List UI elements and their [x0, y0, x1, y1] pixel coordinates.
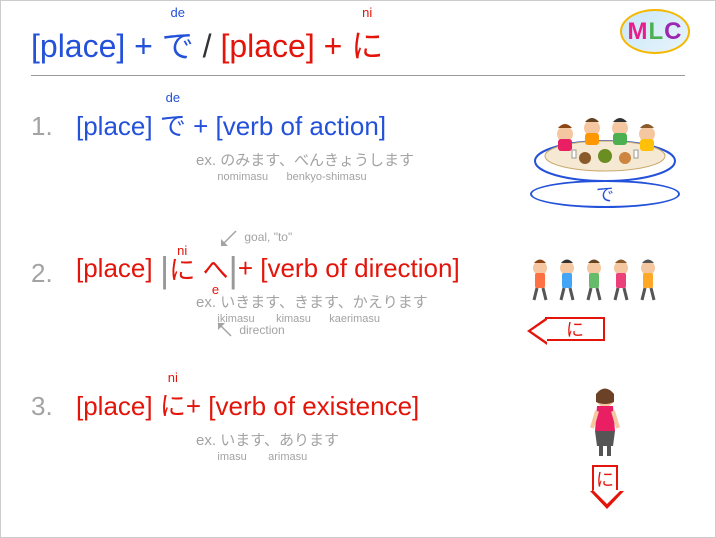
entry-1-line: [place] deで + [verb of action] [76, 106, 525, 143]
entry-1-verb: [verb of action] [216, 111, 387, 141]
logo-m: M [627, 18, 648, 46]
header-plus2: + [315, 28, 351, 64]
header: MLC [place] + deで / [place] + niに [31, 21, 685, 76]
entry-3-particle: niに [160, 386, 186, 423]
header-ni: niに [351, 21, 383, 67]
logo-l: L [648, 18, 664, 46]
ex-jp: います、あります [220, 432, 339, 449]
header-plus1: + [125, 28, 161, 64]
entry-1: 1. [place] deで + [verb of action] ex. のみ… [31, 106, 685, 208]
logo-c: C [664, 18, 682, 46]
entry-3-badge: に [592, 465, 618, 493]
dining-table-icon [530, 106, 680, 181]
entry-1-plus: + [186, 111, 216, 141]
entry-2-badge-wrap: に [545, 317, 605, 341]
entry-1-body: [place] deで + [verb of action] ex. のみます、… [76, 106, 525, 183]
bracket-close: | [228, 256, 237, 285]
entry-3-illustration: に [525, 386, 685, 493]
walking-people-icon [525, 253, 675, 313]
entry-2-body: goal, "to" [place] | niに へe |+ [verb of … [76, 253, 525, 325]
entry-1-illustration: で [525, 106, 685, 208]
entry-3-verb: [verb of existence] [208, 391, 419, 421]
entry-1-num: 1. [31, 106, 76, 142]
entry-2-line: [place] | niに へe |+ [verb of direction] [76, 253, 525, 285]
entry-3-plus: + [186, 391, 208, 421]
entry-3-romaji: imasu arimasu [196, 451, 525, 463]
entry-3: 3. [place] niに+ [verb of existence] ex. … [31, 386, 685, 493]
entry-3-ni-ruby: ni [168, 370, 178, 385]
bracket-open: | [160, 256, 169, 285]
entry-2-verb: [verb of direction] [260, 253, 459, 283]
entry-2-e-ruby: e [212, 283, 219, 296]
entry-3-example: ex. います、あります imasu arimasu [196, 429, 525, 463]
ex-label: ex. [196, 152, 220, 169]
arrow-annot-icon-2 [216, 321, 236, 341]
standing-person-icon [575, 386, 635, 461]
entry-2-particles: niに へe [169, 257, 228, 283]
entry-3-line: [place] niに+ [verb of existence] [76, 386, 525, 423]
goal-annotation: goal, "to" [221, 228, 292, 248]
entry-2-illustration: に [525, 253, 685, 341]
entry-2: 2. goal, "to" [place] | niに へe |+ [verb … [31, 253, 685, 341]
entry-2-place: [place] [76, 253, 153, 283]
header-place1: [place] [31, 28, 125, 64]
entry-1-particle-ruby: de [166, 90, 180, 105]
entry-2-plus: + [238, 253, 260, 283]
entry-2-badge: に [545, 317, 605, 341]
entry-1-particle: deで [160, 106, 186, 143]
entry-2-example: ex. いきます、きます、かえります ikimasu kimasu kaerim… [196, 291, 525, 325]
entry-1-badge: で [530, 180, 680, 208]
entry-2-num: 2. [31, 253, 76, 289]
entry-1-example: ex. のみます、べんきょうします nomimasu benkyo-shimas… [196, 149, 525, 183]
mlc-logo: MLC [620, 9, 690, 54]
direction-annotation: direction [216, 321, 285, 341]
ex-jp: のみます、べんきょうします [220, 152, 414, 169]
ex-label: ex. [196, 432, 220, 449]
ni-ruby: ni [362, 5, 372, 20]
header-title: [place] + deで / [place] + niに [31, 21, 685, 67]
entry-1-place: [place] [76, 111, 153, 141]
header-de: deで [162, 21, 194, 67]
header-place2: [place] [220, 28, 314, 64]
header-slash: / [194, 28, 221, 64]
ex-jp: いきます、きます、かえります [220, 294, 428, 311]
entry-3-num: 3. [31, 386, 76, 422]
entry-1-romaji: nomimasu benkyo-shimasu [196, 171, 525, 183]
de-ruby: de [171, 5, 185, 20]
entry-2-ni-ruby: ni [177, 244, 187, 257]
arrow-annot-icon [221, 228, 241, 248]
entry-3-place: [place] [76, 391, 153, 421]
entry-3-body: [place] niに+ [verb of existence] ex. います… [76, 386, 525, 463]
